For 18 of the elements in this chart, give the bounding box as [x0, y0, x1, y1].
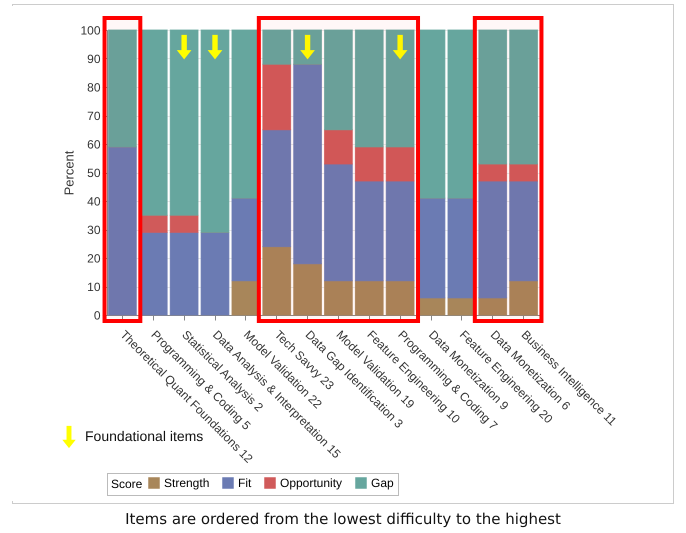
y-tick-label: 10 [87, 280, 101, 294]
y-tick-label: 30 [87, 223, 101, 237]
y-tick-label: 80 [87, 80, 101, 94]
y-tick-label: 40 [87, 194, 101, 208]
legend-label: Gap [371, 476, 394, 490]
y-tick-label: 50 [87, 166, 101, 180]
y-tick-label: 90 [87, 52, 101, 66]
y-tick-label: 20 [87, 252, 101, 266]
y-tick-label: 100 [80, 24, 101, 38]
legend-title: Score [111, 477, 143, 491]
y-axis-title: Percent [61, 150, 76, 196]
y-tick-label: 70 [87, 109, 101, 123]
y-tick-label: 0 [94, 308, 101, 322]
legend-label: Opportunity [280, 476, 342, 490]
y-tick-label: 60 [87, 138, 101, 152]
text: Items are ordered from the lowest difficulty to the highest [124, 510, 562, 528]
legend-label: Fit [238, 476, 252, 490]
legend-label: Strength [164, 476, 210, 490]
